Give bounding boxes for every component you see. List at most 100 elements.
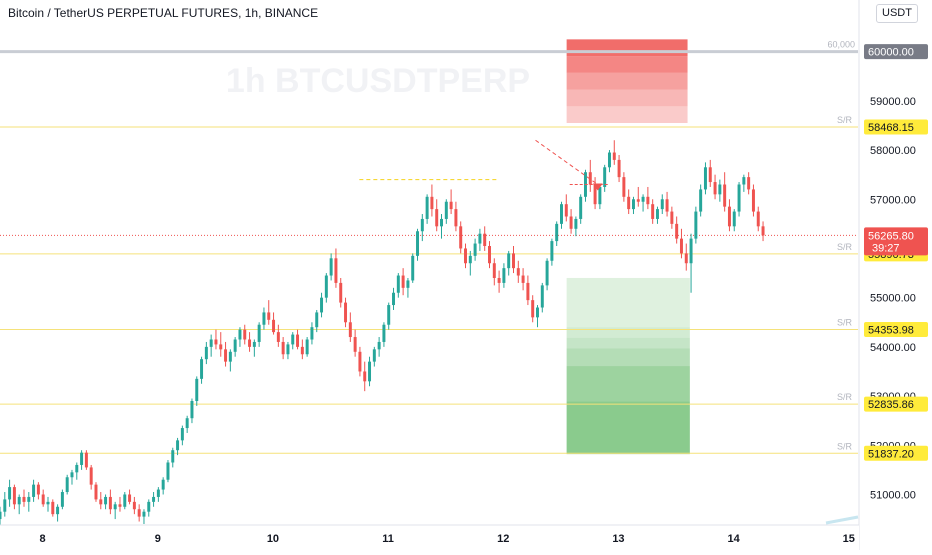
candle-up	[147, 499, 151, 517]
candle-up	[104, 494, 108, 510]
candle-body	[684, 253, 688, 264]
candle-up	[152, 492, 156, 507]
candle-body	[545, 260, 549, 286]
current-price-label-bg	[864, 227, 928, 256]
candle-up	[536, 305, 539, 328]
candle-body	[694, 211, 698, 239]
candle-up	[689, 233, 693, 293]
candle-down	[435, 199, 439, 232]
candle-down	[679, 228, 683, 259]
candle-down	[512, 246, 515, 274]
candle-body	[219, 344, 223, 350]
candle-body	[430, 196, 434, 210]
candle-down	[401, 268, 405, 296]
candle-up	[320, 292, 324, 318]
candle-up	[502, 263, 506, 288]
candle-down	[84, 450, 88, 470]
sr-line-tag: S/R	[837, 115, 853, 125]
price-axis	[859, 0, 932, 550]
candle-body	[291, 334, 295, 345]
candle-body	[368, 361, 372, 382]
candle-up	[291, 332, 295, 350]
candle-body	[708, 167, 712, 183]
candle-up	[257, 322, 261, 347]
candle-up	[579, 194, 583, 224]
candle-body	[296, 334, 300, 347]
candle-body	[454, 209, 458, 227]
candle-down	[670, 206, 674, 229]
candle-up	[660, 194, 664, 215]
candle-up	[655, 206, 659, 224]
candle-down	[713, 174, 717, 200]
x-tick-label: 8	[40, 533, 46, 545]
candle-body	[156, 489, 160, 497]
candle-body	[334, 258, 338, 283]
candle-body	[670, 211, 674, 224]
candle-body	[622, 177, 626, 197]
candle-body	[80, 452, 84, 465]
candle-up	[699, 184, 703, 217]
candle-up	[315, 309, 319, 333]
candle-body	[660, 199, 664, 210]
candle-body	[555, 223, 559, 242]
candle-up	[3, 492, 7, 517]
x-tick-label: 14	[727, 533, 740, 545]
x-tick-label: 15	[843, 533, 855, 545]
candle-down	[363, 361, 367, 392]
candle-down	[272, 312, 276, 335]
candle-body	[435, 209, 439, 227]
candle-body	[27, 496, 31, 502]
candle-body	[526, 282, 530, 301]
x-tick-label: 13	[612, 533, 624, 545]
buy-zone-band	[566, 366, 690, 402]
candle-body	[483, 233, 487, 247]
candle-body	[473, 243, 477, 256]
candle-body	[152, 496, 156, 502]
countdown-label: 39:27	[872, 242, 900, 254]
candle-body	[180, 428, 184, 441]
candle-down	[564, 194, 568, 222]
candle-body	[209, 339, 213, 347]
candle-down	[224, 341, 228, 367]
candle-down	[89, 464, 93, 490]
candle-down	[651, 199, 655, 224]
candle-up	[545, 258, 549, 291]
candle-down	[132, 496, 136, 515]
candle-down	[675, 216, 679, 244]
candle-up	[32, 479, 36, 502]
candle-up	[262, 307, 266, 330]
candle-body	[617, 159, 621, 178]
candle-body	[315, 312, 319, 328]
candle-up	[540, 282, 544, 313]
sell-zone-band	[566, 39, 688, 57]
candle-down	[94, 482, 98, 502]
candle-down	[281, 337, 285, 360]
candle-up	[17, 494, 21, 515]
candle-up	[598, 184, 602, 210]
current-price-label: 56265.80	[868, 230, 914, 242]
candle-up	[166, 460, 170, 483]
currency-button[interactable]: USDT	[876, 4, 918, 23]
candle-down	[488, 241, 491, 269]
sr-label: 51837.20	[868, 448, 914, 460]
candle-body	[396, 275, 400, 293]
candle-body	[492, 263, 496, 278]
candle-body	[392, 292, 396, 306]
candle-body	[118, 504, 122, 507]
candle-body	[363, 371, 367, 382]
candle-up	[718, 179, 722, 202]
candle-up	[142, 509, 146, 524]
candle-body	[113, 504, 117, 510]
candle-body	[99, 499, 103, 505]
buy-zone-band	[566, 277, 690, 328]
candle-up	[65, 474, 69, 495]
candle-body	[262, 312, 266, 325]
candle-down	[51, 499, 55, 517]
candle-down	[99, 492, 103, 510]
candle-body	[8, 487, 12, 500]
candle-up	[156, 487, 160, 502]
candle-up	[329, 253, 333, 281]
candle-down	[723, 172, 727, 212]
